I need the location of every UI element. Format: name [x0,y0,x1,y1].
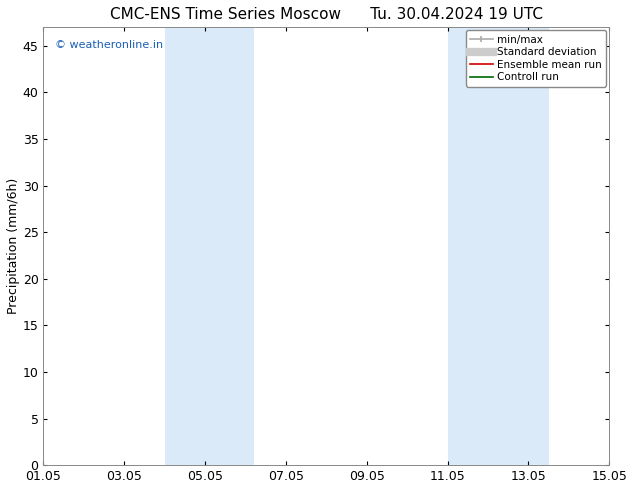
Y-axis label: Precipitation (mm/6h): Precipitation (mm/6h) [7,178,20,315]
Title: CMC-ENS Time Series Moscow      Tu. 30.04.2024 19 UTC: CMC-ENS Time Series Moscow Tu. 30.04.202… [110,7,543,22]
Text: © weatheronline.in: © weatheronline.in [55,40,163,50]
Bar [448,27,548,465]
Bar [165,27,254,465]
Legend: min/max, Standard deviation, Ensemble mean run, Controll run: min/max, Standard deviation, Ensemble me… [466,30,606,87]
